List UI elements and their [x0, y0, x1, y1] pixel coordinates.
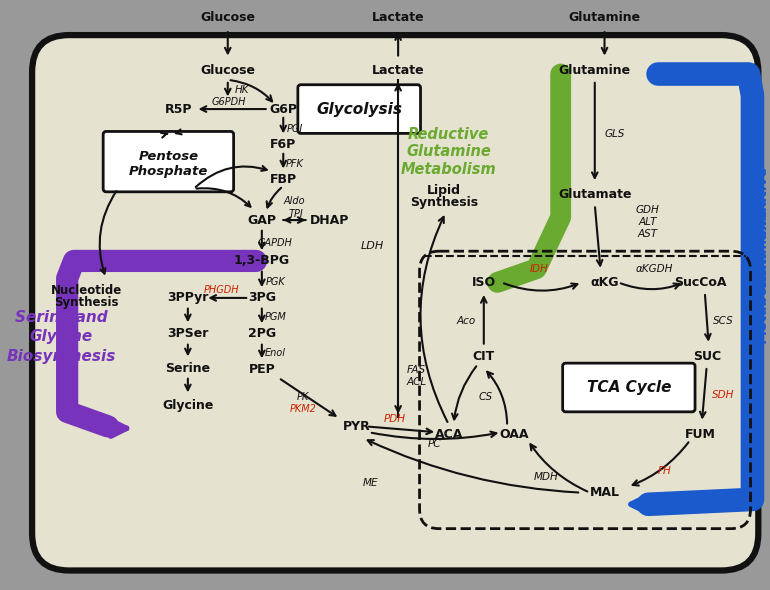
FancyBboxPatch shape — [32, 35, 758, 571]
Text: Glutamate: Glutamate — [558, 188, 631, 201]
Text: ALT: ALT — [638, 217, 657, 227]
Text: Serine and: Serine and — [15, 310, 108, 325]
FancyBboxPatch shape — [103, 132, 233, 192]
Text: ME: ME — [363, 478, 379, 488]
Text: F6P: F6P — [270, 137, 296, 150]
Text: AST: AST — [638, 229, 658, 239]
Text: FAS: FAS — [407, 365, 426, 375]
Text: G6P: G6P — [270, 103, 297, 116]
Text: Aco: Aco — [457, 316, 476, 326]
Text: FBP: FBP — [270, 173, 296, 186]
Text: FH: FH — [658, 466, 671, 476]
Text: Enol: Enol — [265, 349, 286, 358]
Text: HK: HK — [235, 84, 249, 94]
Text: Synthesis: Synthesis — [410, 196, 478, 209]
Text: Nucleotide: Nucleotide — [51, 284, 122, 297]
Text: TPI: TPI — [289, 209, 303, 219]
Text: αKGDH: αKGDH — [635, 264, 673, 274]
Text: GAPDH: GAPDH — [258, 238, 293, 248]
Text: 3PG: 3PG — [248, 291, 276, 304]
Text: Synthesis: Synthesis — [55, 296, 119, 309]
Text: Metabolism: Metabolism — [755, 253, 769, 343]
Text: DHAP: DHAP — [310, 214, 350, 227]
Text: SCS: SCS — [713, 316, 734, 326]
Text: 3PPyr: 3PPyr — [167, 291, 209, 304]
Text: Reductive: Reductive — [408, 127, 490, 142]
Text: PFK: PFK — [286, 159, 304, 169]
Text: Glutamine: Glutamine — [407, 145, 491, 159]
Text: SUC: SUC — [693, 350, 721, 363]
Text: Glycine: Glycine — [30, 329, 93, 345]
Text: PGM: PGM — [265, 312, 286, 322]
Text: PGK: PGK — [266, 277, 286, 287]
FancyBboxPatch shape — [563, 363, 695, 412]
Text: Glutamine: Glutamine — [568, 11, 641, 24]
Text: LDH: LDH — [361, 241, 384, 251]
Text: PEP: PEP — [249, 363, 275, 376]
FancyBboxPatch shape — [298, 85, 420, 133]
Text: GAP: GAP — [247, 214, 276, 227]
Text: SucCoA: SucCoA — [674, 276, 726, 289]
Text: PK: PK — [296, 392, 309, 402]
Text: Glycine: Glycine — [162, 398, 213, 411]
Text: Lipid: Lipid — [427, 184, 461, 197]
Text: Glycolysis: Glycolysis — [316, 101, 402, 117]
Text: Glucose: Glucose — [200, 64, 256, 77]
Text: Lactate: Lactate — [372, 64, 424, 77]
Text: IDH: IDH — [530, 264, 549, 274]
Text: Lactate: Lactate — [372, 11, 424, 24]
Text: Serine: Serine — [166, 362, 210, 375]
Text: G6PDH: G6PDH — [212, 97, 246, 107]
Text: OAA: OAA — [499, 428, 529, 441]
Text: Glucose: Glucose — [200, 11, 256, 24]
Text: ACL: ACL — [407, 376, 427, 386]
Text: GLS: GLS — [604, 129, 624, 139]
Text: Phosphate: Phosphate — [129, 165, 208, 178]
Text: 2PG: 2PG — [248, 327, 276, 340]
Text: SDH: SDH — [712, 390, 735, 400]
Text: R5P: R5P — [166, 103, 192, 116]
Text: TCA Cycle: TCA Cycle — [587, 380, 671, 395]
Text: MAL: MAL — [590, 486, 620, 499]
Text: αKG: αKG — [591, 276, 619, 289]
Text: PHGDH: PHGDH — [204, 285, 239, 295]
Text: Pentose: Pentose — [139, 150, 199, 163]
Text: 1,3-BPG: 1,3-BPG — [234, 254, 290, 267]
Text: Biosynthesis: Biosynthesis — [7, 349, 116, 364]
Text: FUM: FUM — [685, 428, 715, 441]
Text: Metabolism: Metabolism — [401, 162, 497, 177]
Text: ACA: ACA — [434, 428, 463, 441]
Text: ISO: ISO — [472, 276, 496, 289]
Text: PDH: PDH — [384, 414, 407, 424]
Text: Aldo: Aldo — [283, 195, 305, 205]
Text: Glutamine: Glutamine — [755, 209, 769, 290]
Text: Oxidative: Oxidative — [755, 165, 769, 240]
Text: CS: CS — [479, 392, 493, 402]
Text: PYR: PYR — [343, 420, 370, 433]
Text: PC: PC — [427, 439, 441, 449]
Text: Glutamine: Glutamine — [559, 64, 631, 77]
Text: PGI: PGI — [286, 123, 303, 133]
Text: GDH: GDH — [635, 205, 659, 215]
Text: PKM2: PKM2 — [290, 404, 316, 414]
Text: MDH: MDH — [534, 472, 558, 482]
Text: CIT: CIT — [473, 350, 495, 363]
Text: 3PSer: 3PSer — [167, 327, 209, 340]
